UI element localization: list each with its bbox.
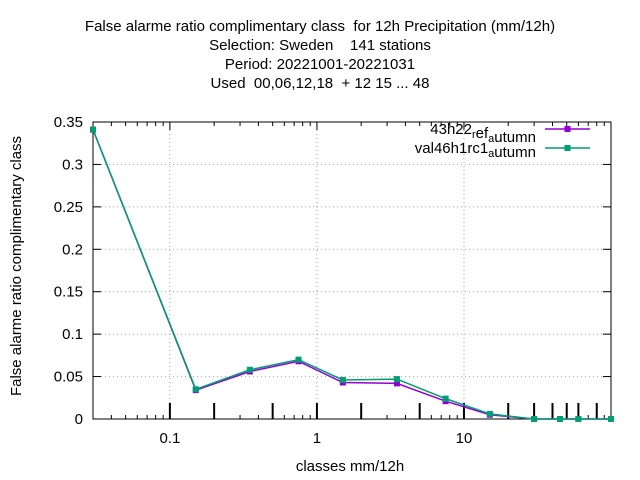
- y-tick-label: 0.35: [54, 114, 83, 131]
- legend-text-part: val46h1rc1: [415, 140, 488, 157]
- grid-lines: [93, 122, 611, 419]
- series-point-1: [557, 416, 564, 422]
- x-tick-label: 0.1: [159, 430, 180, 447]
- legend-label-0: 43h22refautumn: [430, 121, 536, 146]
- x-tick-label: 1: [313, 430, 321, 447]
- series-point-1: [90, 126, 96, 133]
- series-point-1: [575, 416, 582, 422]
- x-tick-label: 10: [456, 430, 473, 447]
- legend-text-part: r: [472, 129, 476, 141]
- legend-text-part: a: [488, 133, 495, 145]
- series-point-1: [608, 416, 614, 422]
- series-line-0: [92, 129, 611, 420]
- series-point-1: [192, 386, 199, 393]
- chart-title-line-4: Used 00,06,12,18 + 12 15 ... 48: [210, 75, 430, 92]
- y-axis-label: False alarme ratio complimentary class: [8, 136, 25, 396]
- series-point-1: [295, 356, 302, 363]
- legend-text-part: utumn: [494, 129, 536, 146]
- legend-marker-1: [564, 145, 571, 151]
- y-tick-label: 0.05: [54, 369, 83, 386]
- legend-text-part: 43h22: [430, 121, 472, 138]
- legend-label-1: val46h1rc1autumn: [415, 140, 536, 161]
- chart-title-line-1: False alarme ratio complimentary class f…: [84, 18, 556, 35]
- y-tick-label: 0.15: [54, 284, 83, 301]
- y-tick-label: 0.1: [62, 326, 83, 343]
- series-point-1: [442, 395, 449, 402]
- x-axis-label: classes mm/12h: [296, 458, 404, 475]
- y-tick-label: 0.2: [62, 241, 83, 258]
- series-point-1: [486, 410, 493, 417]
- legend-text-part: ef: [476, 125, 489, 142]
- series-line-1: [92, 129, 611, 420]
- series-point-0: [393, 380, 400, 387]
- legend-marker-0: [564, 126, 571, 132]
- plot-frame: [92, 121, 612, 420]
- axes: 0 0.05 0.1 0.15 0.2 0.25 0.3 0.35 0.1 1 10: [54, 114, 612, 447]
- y-tick-label: 0.25: [54, 199, 83, 216]
- series-point-1: [339, 376, 346, 383]
- series-point-1: [393, 376, 400, 383]
- chart-title-block: False alarme ratio complimentary class f…: [0, 17, 640, 93]
- y-tick-label: 0.3: [62, 156, 83, 173]
- series-lines: [90, 126, 614, 422]
- y-tick-label: 0: [75, 411, 83, 428]
- series-point-1: [531, 416, 538, 422]
- legend-text-part: utumn: [494, 144, 536, 161]
- chart-title-line-2: Selection: Sweden 141 stations: [209, 37, 431, 54]
- legend-text-part: a: [488, 148, 495, 160]
- series-point-1: [246, 366, 253, 373]
- chart-title-line-3: Period: 20221001-20221031: [224, 56, 416, 73]
